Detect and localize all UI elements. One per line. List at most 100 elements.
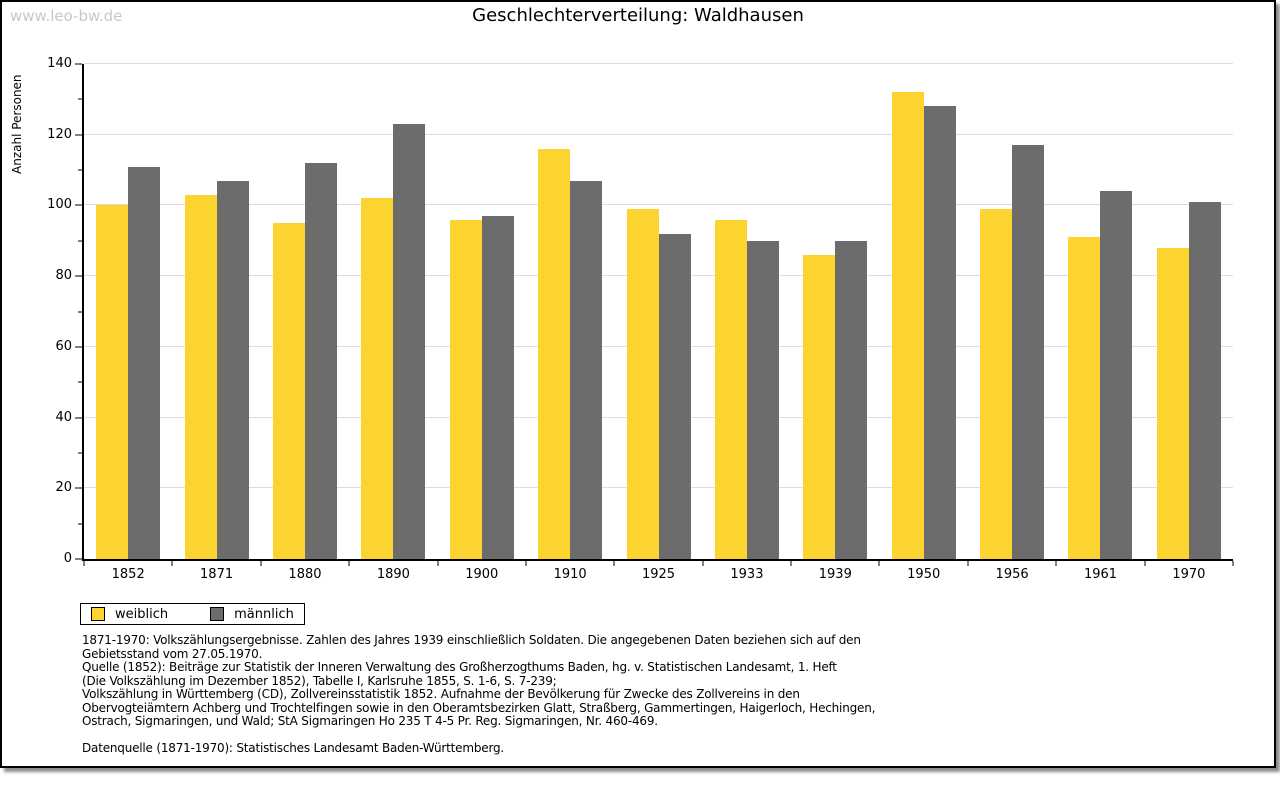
x-label-1939: 1939 <box>818 567 852 582</box>
bar-group-1933 <box>703 64 791 559</box>
bar-männlich-1961 <box>1100 191 1133 559</box>
bar-männlich-1910 <box>570 180 603 559</box>
bar-group-1939 <box>791 64 879 559</box>
bar-männlich-1950 <box>923 106 956 559</box>
bar-group-1950 <box>880 64 968 559</box>
y-tick-label-100: 100 <box>47 197 72 213</box>
x-label-1950: 1950 <box>907 567 941 582</box>
bar-group-1890 <box>349 64 437 559</box>
bar-weiblich-1939 <box>803 254 836 559</box>
bar-männlich-1871 <box>216 180 249 559</box>
x-boundary-tick-10 <box>967 561 969 566</box>
x-boundary-tick-1 <box>171 561 173 566</box>
bar-männlich-1880 <box>304 163 337 559</box>
bar-männlich-1939 <box>835 240 868 559</box>
footer-line: Volkszählung in Württemberg (CD), Zollve… <box>82 687 800 701</box>
y-tick-90 <box>78 240 82 242</box>
x-label-1890: 1890 <box>376 567 410 582</box>
y-tick-110 <box>78 169 82 171</box>
x-boundary-tick-2 <box>260 561 262 566</box>
y-tick-label-20: 20 <box>55 480 72 496</box>
y-tick-80 <box>75 275 82 277</box>
bar-männlich-1970 <box>1188 201 1221 559</box>
legend-label-weiblich: weiblich <box>115 606 169 622</box>
footer-line: Datenquelle (1871-1970): Statistisches L… <box>82 741 505 755</box>
y-tick-130 <box>78 98 82 100</box>
bar-group-1910 <box>526 64 614 559</box>
y-tick-10 <box>78 523 82 525</box>
gridline-140 <box>84 63 1233 64</box>
legend-label-männlich: männlich <box>234 606 294 622</box>
bar-group-1961 <box>1056 64 1144 559</box>
x-axis-labels: 1852 1871 1880 1890 1900 1910 1925 1933 1939 1950… <box>84 567 1233 582</box>
chart-canvas: www.leo-bw.de Geschlechterverteilung: Wa… <box>0 0 1276 768</box>
x-label-1910: 1910 <box>553 567 587 582</box>
x-boundary-tick-8 <box>790 561 792 566</box>
legend-swatch-männlich <box>210 607 225 621</box>
y-tick-20 <box>75 487 82 489</box>
bar-group-1970 <box>1145 64 1233 559</box>
footer-line: Quelle (1852): Beiträge zur Statistik de… <box>82 660 837 674</box>
y-tick-label-120: 120 <box>47 126 72 142</box>
x-boundary-tick-5 <box>525 561 527 566</box>
footer-notes: 1871-1970: Volkszählungsergebnisse. Zahl… <box>82 633 876 756</box>
x-boundary-tick-3 <box>348 561 350 566</box>
bar-weiblich-1961 <box>1068 237 1101 559</box>
bar-weiblich-1925 <box>626 208 659 559</box>
bar-weiblich-1871 <box>184 194 217 559</box>
y-tick-120 <box>75 134 82 136</box>
x-label-1925: 1925 <box>641 567 676 582</box>
watermark: www.leo-bw.de <box>10 7 123 25</box>
y-tick-0 <box>75 558 82 560</box>
y-tick-label-60: 60 <box>55 338 72 354</box>
footer-line <box>82 729 875 743</box>
footer-line: Obervogteiämtern Achberg und Trochtelfin… <box>82 700 876 715</box>
y-tick-60 <box>75 346 82 348</box>
x-boundary-tick-9 <box>878 561 880 566</box>
x-boundary-tick-7 <box>702 561 704 566</box>
bar-weiblich-1880 <box>272 223 305 559</box>
y-tick-50 <box>78 381 82 383</box>
bar-männlich-1956 <box>1012 145 1045 559</box>
x-label-1880: 1880 <box>288 567 322 582</box>
footer-line: Gebietsstand vom 27.05.1970. <box>82 646 263 661</box>
x-label-1933: 1933 <box>730 567 764 582</box>
bar-weiblich-1950 <box>891 92 924 559</box>
footer-line: (Die Volkszählung im Dezember 1852), Tab… <box>82 673 557 688</box>
bar-weiblich-1956 <box>980 208 1013 559</box>
x-label-1900: 1900 <box>465 567 499 582</box>
bar-group-1956 <box>968 64 1056 559</box>
bar-group-1871 <box>172 64 260 559</box>
y-axis-line <box>82 64 84 561</box>
plot-area: 1852 1871 1880 1890 1900 1910 1925 1933 1939 1950… <box>47 57 1234 582</box>
y-tick-label-140: 140 <box>47 56 72 71</box>
bar-männlich-1900 <box>481 216 514 559</box>
x-label-1852: 1852 <box>111 567 145 582</box>
chart-title: Geschlechterverteilung: Waldhausen <box>472 5 804 26</box>
y-tick-140 <box>75 63 82 65</box>
x-boundary-tick-0 <box>83 561 85 566</box>
legend-swatch-weiblich <box>91 607 105 621</box>
bar-weiblich-1890 <box>361 198 394 559</box>
bar-weiblich-1933 <box>714 219 747 559</box>
bars-row <box>84 64 1233 559</box>
y-axis-title: Anzahl Personen <box>10 74 24 174</box>
bar-group-1925 <box>614 64 702 559</box>
x-label-1961: 1961 <box>1083 567 1118 582</box>
y-tick-30 <box>78 452 82 454</box>
bar-männlich-1890 <box>393 124 426 559</box>
bar-männlich-1933 <box>746 240 779 559</box>
gridline-100 <box>84 204 1233 206</box>
y-tick-label-0: 0 <box>63 551 72 566</box>
x-boundary-tick-12 <box>1144 561 1146 566</box>
bar-männlich-1852 <box>128 166 161 559</box>
legend: weiblich männlich <box>80 603 305 625</box>
bar-weiblich-1970 <box>1156 247 1189 559</box>
bar-group-1880 <box>261 64 349 559</box>
y-tick-70 <box>78 311 82 312</box>
x-boundary-tick-6 <box>613 561 615 566</box>
x-label-1871: 1871 <box>200 567 234 582</box>
x-axis-line <box>82 559 1233 561</box>
gridline-120 <box>84 133 1233 135</box>
x-label-1956: 1956 <box>995 567 1029 582</box>
